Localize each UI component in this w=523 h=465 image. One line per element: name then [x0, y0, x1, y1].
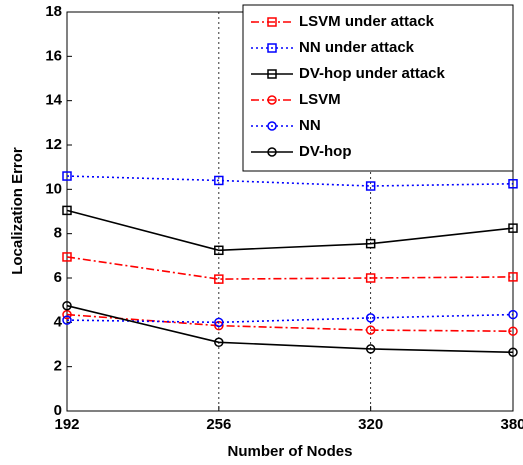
marker [365, 238, 376, 249]
y-tick-label: 6 [54, 269, 62, 286]
legend-marker [267, 121, 277, 131]
x-tick-label: 256 [206, 416, 231, 433]
legend-label: LSVM [299, 91, 341, 108]
legend-label: NN under attack [299, 39, 415, 56]
marker [365, 325, 376, 335]
legend-label: DV-hop [299, 143, 352, 160]
marker [508, 272, 518, 282]
y-axis-label: Localization Error [9, 147, 26, 275]
series-line [66, 313, 514, 332]
legend-label: LSVM under attack [299, 13, 435, 30]
legend-label: NN [299, 117, 321, 134]
series-line [66, 209, 514, 252]
marker [508, 223, 518, 233]
y-tick-label: 14 [45, 92, 62, 109]
x-tick-label: 320 [358, 416, 383, 433]
marker [214, 274, 224, 284]
marker [62, 252, 72, 262]
legend-marker [267, 17, 277, 27]
marker [62, 171, 72, 181]
marker [365, 344, 376, 354]
y-tick-label: 8 [54, 225, 62, 242]
legend-label: DV-hop under attack [299, 65, 446, 82]
marker [214, 175, 224, 186]
marker [62, 309, 72, 320]
series-line [66, 313, 514, 324]
marker [508, 347, 518, 358]
y-tick-label: 4 [54, 313, 63, 330]
legend-marker [267, 95, 277, 105]
marker [214, 337, 224, 348]
y-tick-label: 2 [54, 358, 62, 375]
marker [214, 245, 224, 256]
x-tick-label: 380 [500, 416, 523, 433]
marker [508, 309, 518, 320]
marker [365, 313, 376, 323]
marker [62, 205, 72, 216]
marker [62, 300, 72, 311]
marker [365, 273, 376, 283]
y-tick-label: 18 [45, 3, 62, 20]
legend-marker [267, 43, 277, 53]
legend-marker [267, 69, 277, 79]
marker [508, 179, 518, 189]
series-line [66, 175, 514, 187]
y-tick-label: 10 [45, 180, 62, 197]
legend-box [242, 4, 514, 172]
y-tick-label: 0 [54, 402, 62, 419]
series-line [66, 304, 514, 354]
x-axis-label: Number of Nodes [227, 443, 352, 460]
y-tick-label: 16 [45, 47, 62, 64]
marker [214, 317, 224, 328]
series-line [66, 256, 514, 280]
legend-marker [267, 147, 277, 157]
marker [365, 181, 376, 191]
marker [62, 315, 72, 325]
x-tick-label: 192 [54, 416, 79, 433]
y-tick-label: 12 [45, 136, 62, 153]
marker [508, 326, 518, 336]
